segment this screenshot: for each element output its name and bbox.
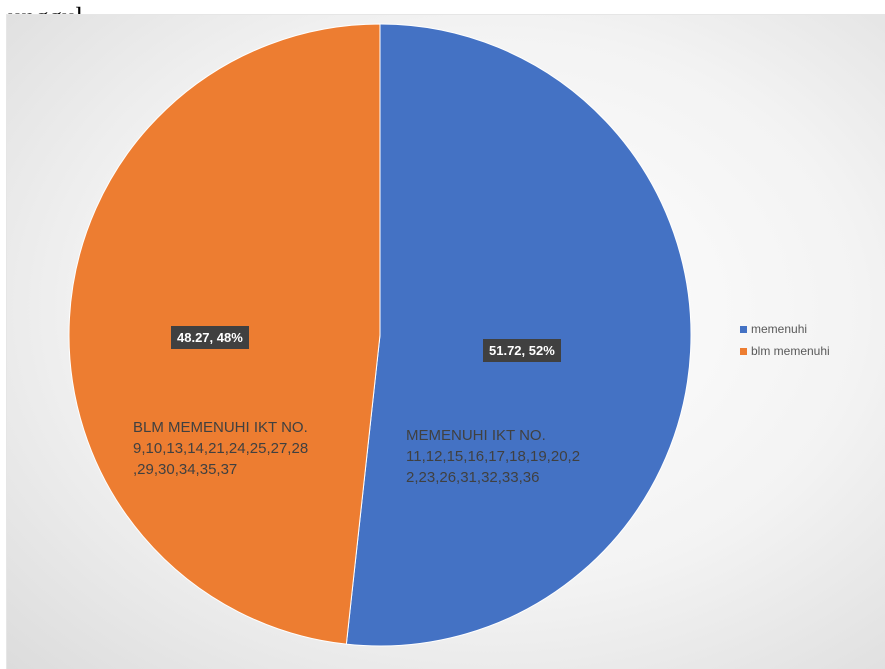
legend-swatch-icon: [740, 325, 747, 333]
data-label-memenuhi: 51.72, 52%: [483, 339, 561, 362]
legend-item-memenuhi[interactable]: memenuhi: [740, 318, 830, 340]
pie-slice-memenuhi: [345, 23, 692, 647]
legend: memenuhi blm memenuhi: [740, 318, 830, 362]
slice-note-blm-memenuhi: BLM MEMENUHI IKT NO. 9,10,13,14,21,24,25…: [133, 419, 309, 478]
legend-swatch-icon: [740, 347, 747, 355]
legend-label: blm memenuhi: [751, 344, 830, 358]
legend-label: memenuhi: [751, 322, 808, 336]
data-label-blm-memenuhi: 48.27, 48%: [171, 326, 249, 349]
legend-item-blm-memenuhi[interactable]: blm memenuhi: [740, 340, 830, 362]
slice-note-memenuhi: MEMENUHI IKT NO. 11,12,15,16,17,18,19,20…: [406, 427, 581, 486]
